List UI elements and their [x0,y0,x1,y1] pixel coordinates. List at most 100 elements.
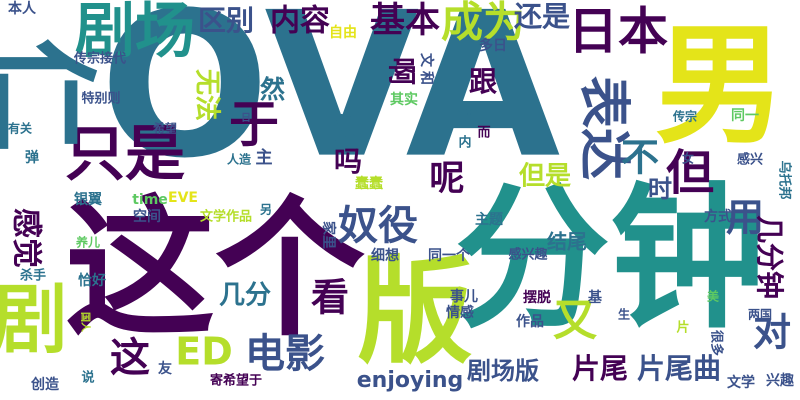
cloud-word: 成为 [441,0,525,47]
cloud-word: 剧 [0,276,68,364]
cloud-word: 无法 [192,69,222,121]
cloud-word: 恰好 [78,272,106,289]
cloud-word: 片尾曲 [637,352,721,385]
cloud-word: 啊 [385,57,418,85]
cloud-word: 生 [618,307,630,322]
cloud-word: 兴趣 [766,372,795,389]
cloud-word: 情感 [446,304,474,321]
cloud-word: 女 [682,151,694,166]
cloud-word: 特别则 [81,91,120,107]
cloud-word: 同一 [731,108,759,124]
cloud-word: 主题 [475,211,504,228]
cloud-word: 作品 [516,313,544,330]
cloud-word: 国人 [79,312,92,333]
cloud-word: 内 [458,135,471,151]
cloud-word: 呢 [429,159,464,199]
cloud-word: 吗 [334,145,362,178]
cloud-word: ED [175,330,233,374]
cloud-word: 摆脱 [523,289,551,306]
cloud-word: 日本 [568,3,668,61]
cloud-word: 基 [588,289,603,306]
cloud-word: 而 [477,126,490,141]
cloud-word: 奴役 [338,203,418,249]
cloud-word: 杀手 [20,268,46,284]
cloud-word: 蠢蠢 [354,175,383,192]
cloud-word: 这个 [65,183,365,357]
cloud-word: 这 [110,335,150,381]
cloud-word: 区别 [198,4,254,37]
cloud-word: 友 [158,360,172,377]
cloud-word: 感兴趣 [508,247,548,263]
cloud-word: 当然 [235,75,285,104]
cloud-word: 于 [229,96,279,154]
cloud-word: 剧场版 [467,357,539,385]
cloud-word: 基本 [370,1,440,41]
cloud-word: 仁 [0,37,104,152]
cloud-word: 希望 [152,121,177,136]
cloud-word: 有关 [8,121,32,136]
cloud-word: 和 [418,71,434,85]
cloud-word: 文 [418,53,435,68]
cloud-word: 但 [666,145,714,201]
cloud-word: 乌托邦 [777,160,793,199]
cloud-word: 文学 [727,374,755,391]
cloud-word: 传宗接代 [73,51,126,67]
cloud-word: 主 [256,147,273,168]
cloud-word: 但是 [519,162,571,192]
cloud-word: 感兴 [737,152,763,168]
cloud-word: 几分 [219,281,271,311]
cloud-word: 多日 [479,37,507,54]
cloud-word: 又 [553,295,597,346]
cloud-word: 剧场 [75,0,195,67]
cloud-word: 看 [311,276,349,320]
cloud-word: 日 [241,112,251,124]
cloud-word: 家里 [320,221,337,249]
cloud-word: 事儿 [450,288,478,305]
cloud-word: 时 [648,175,672,203]
cloud-word: 只是 [65,120,185,190]
cloud-word: 几分钟 [753,215,786,299]
cloud-word: time [132,192,168,208]
cloud-word: 弹 [25,149,39,166]
cloud-word: 两国 [748,308,772,322]
cloud-word: 很多 [709,330,725,356]
cloud-word: 第二 [458,104,502,130]
cloud-word: 人造 [227,152,252,167]
cloud-word: EVE [168,190,198,206]
cloud-word: 细想 [371,247,399,264]
cloud-word: enjoying [357,368,464,393]
cloud-word: 空间 [133,208,161,225]
cloud-word: 内容 [270,4,330,39]
cloud-word: 同一个 [428,247,471,264]
cloud-word: 分钟 [455,168,765,349]
cloud-word: 自由 [329,24,357,41]
cloud-word: 还是 [514,0,570,33]
cloud-word: 美 [707,289,720,304]
cloud-word: 其实 [390,91,418,108]
cloud-word: 集 [333,112,362,145]
cloud-word: 版 [357,246,472,380]
cloud-word: 片 [676,320,689,336]
cloud-word: 说 [81,370,94,386]
cloud-word: 寄希望于 [210,373,262,389]
cloud-word: 感觉 [9,208,44,268]
cloud-word: 对 [753,311,791,355]
cloud-word: OVA [100,0,561,203]
cloud-word: 结尾 [547,230,587,254]
cloud-word: 养儿 [75,235,100,250]
cloud-word: 表达 [573,76,633,180]
cloud-word: 创造 [30,376,59,393]
cloud-word: 文学作品 [200,209,252,225]
cloud-word: 用 [726,196,764,240]
cloud-word: 跟 [469,65,497,98]
cloud-word: 方式 [704,208,732,225]
cloud-word: 银翼 [74,191,102,208]
cloud-word: 传宗 [672,109,697,124]
cloud-word: 电影 [245,331,325,377]
cloud-word: 另 [260,203,272,217]
cloud-word: 不 [621,136,659,180]
cloud-word: 本人 [8,0,37,17]
cloud-word: 片尾 [572,352,628,385]
